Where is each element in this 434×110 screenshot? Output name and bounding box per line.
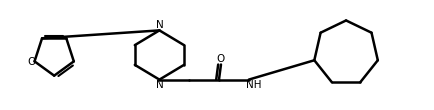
Text: N: N — [155, 20, 163, 30]
Text: N: N — [155, 80, 163, 90]
Text: NH: NH — [246, 80, 261, 90]
Text: O: O — [217, 54, 225, 64]
Text: O: O — [27, 57, 36, 67]
